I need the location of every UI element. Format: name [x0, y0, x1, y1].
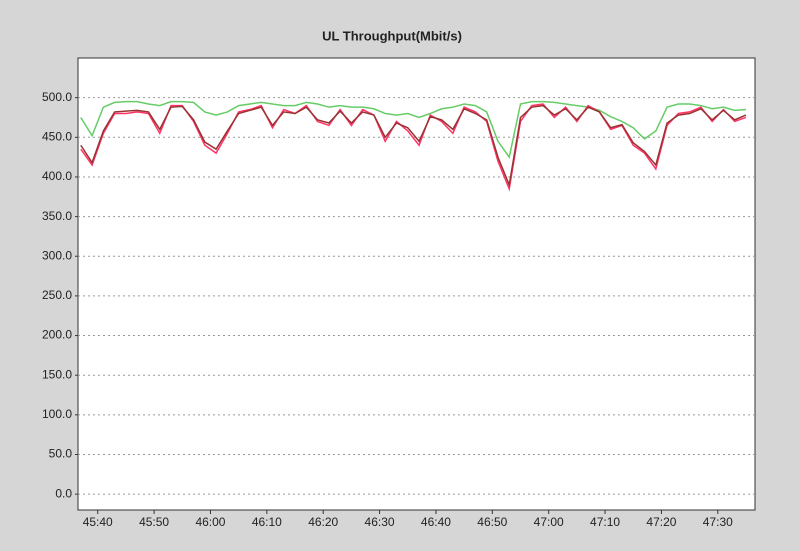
- x-tick-label: 47:10: [590, 515, 620, 529]
- y-tick-label: 150.0: [42, 367, 72, 381]
- x-tick-label: 46:30: [365, 515, 395, 529]
- series-line: [80, 103, 747, 192]
- y-tick-label: 450.0: [42, 129, 72, 143]
- x-tick-label: 46:20: [308, 515, 338, 529]
- x-tick-label: 46:50: [477, 515, 507, 529]
- y-tick-label: 400.0: [42, 169, 72, 183]
- y-tick-label: 200.0: [42, 328, 72, 342]
- plot-area: [77, 57, 756, 511]
- x-tick-label: 45:40: [83, 515, 113, 529]
- x-tick-label: 47:20: [646, 515, 676, 529]
- y-tick-label: 0.0: [55, 486, 72, 500]
- y-tick-label: 500.0: [42, 90, 72, 104]
- x-tick-label: 47:00: [534, 515, 564, 529]
- y-tick-label: 300.0: [42, 248, 72, 262]
- series-line: [80, 100, 747, 159]
- x-tick-label: 45:50: [139, 515, 169, 529]
- x-tick-label: 47:30: [703, 515, 733, 529]
- x-tick-label: 46:10: [252, 515, 282, 529]
- series-line: [80, 104, 747, 188]
- chart-title: UL Throughput(Mbit/s): [322, 28, 462, 43]
- x-tick-label: 46:00: [195, 515, 225, 529]
- y-tick-label: 350.0: [42, 209, 72, 223]
- y-tick-label: 100.0: [42, 407, 72, 421]
- y-tick-label: 50.0: [49, 447, 73, 461]
- y-tick-label: 250.0: [42, 288, 72, 302]
- x-tick-label: 46:40: [421, 515, 451, 529]
